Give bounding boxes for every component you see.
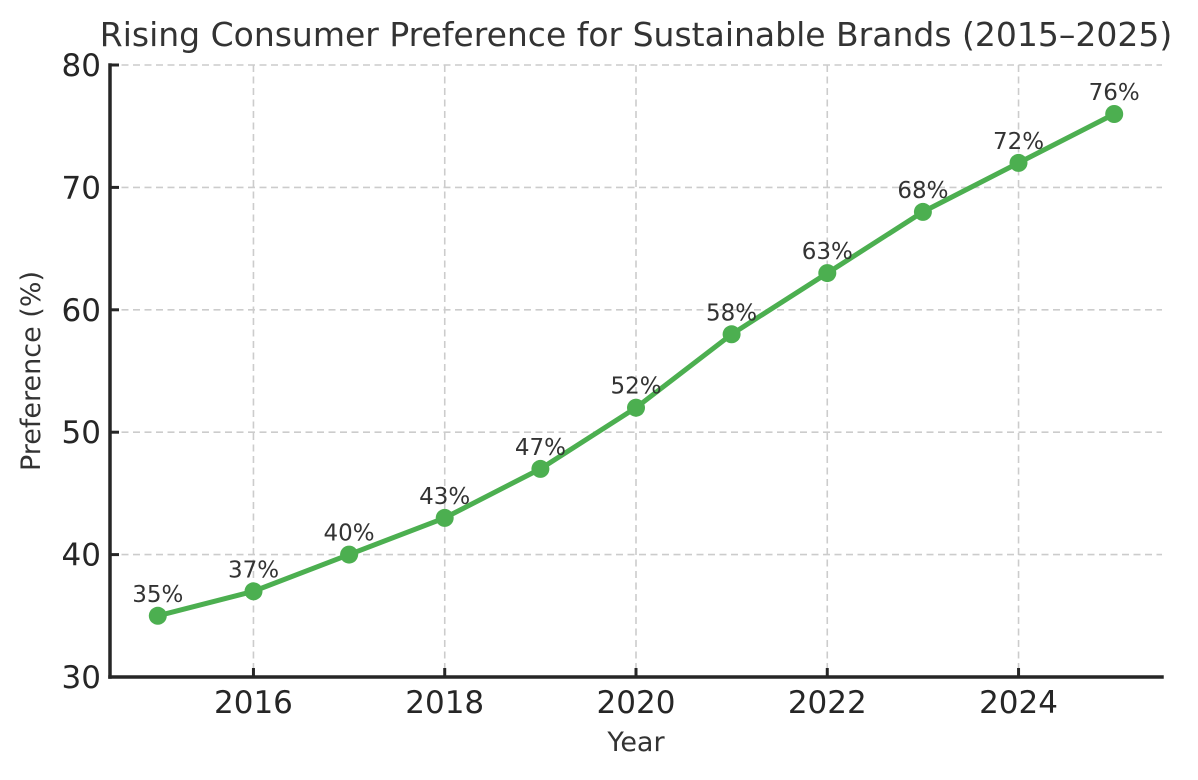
data-point-label-2016: 37% <box>228 557 279 583</box>
x-tick-label: 2022 <box>788 685 867 721</box>
y-tick-label: 40 <box>62 538 101 574</box>
data-point-2017 <box>340 545 359 564</box>
y-tick-label: 50 <box>62 415 101 451</box>
data-point-2015 <box>148 606 167 625</box>
y-tick-label: 30 <box>62 660 101 696</box>
data-point-label-2018: 43% <box>419 484 470 510</box>
x-tick-label: 2024 <box>979 685 1058 721</box>
data-point-label-2025: 76% <box>1089 80 1140 106</box>
data-point-label-2022: 63% <box>802 239 853 265</box>
data-point-label-2024: 72% <box>993 129 1044 155</box>
y-tick-label: 70 <box>62 170 101 206</box>
data-point-2023 <box>913 202 932 221</box>
x-tick-label: 2020 <box>597 685 676 721</box>
y-tick-label: 80 <box>62 48 101 84</box>
axis-layer: 30 40 50 60 70 80 2016 2018 2020 2022 2024 <box>62 48 1164 721</box>
data-point-2022 <box>818 264 837 283</box>
x-axis-label: Year <box>606 727 665 758</box>
x-tick-label: 2016 <box>214 685 293 721</box>
data-point-2024 <box>1009 153 1028 172</box>
series-layer: 35% 37% 40% 43% 47% 52% 58% 63% 68% 72% 76% <box>132 80 1140 625</box>
data-point-2025 <box>1105 105 1124 123</box>
data-point-label-2020: 52% <box>610 374 661 400</box>
data-point-label-2019: 47% <box>515 435 566 461</box>
data-point-2018 <box>435 508 454 527</box>
data-point-label-2021: 58% <box>706 300 757 326</box>
data-point-2019 <box>531 459 550 478</box>
data-point-2021 <box>722 325 741 344</box>
data-point-label-2015: 35% <box>132 582 183 608</box>
grid-layer <box>110 64 1162 678</box>
data-point-label-2023: 68% <box>897 178 948 204</box>
y-tick-label: 60 <box>62 293 101 329</box>
data-point-2016 <box>244 582 263 601</box>
data-point-2020 <box>627 398 645 417</box>
data-point-label-2017: 40% <box>324 521 375 547</box>
x-tick-label: 2018 <box>405 685 484 721</box>
y-axis-label: Preference (%) <box>16 271 47 471</box>
chart-title: Rising Consumer Preference for Sustainab… <box>100 15 1172 54</box>
